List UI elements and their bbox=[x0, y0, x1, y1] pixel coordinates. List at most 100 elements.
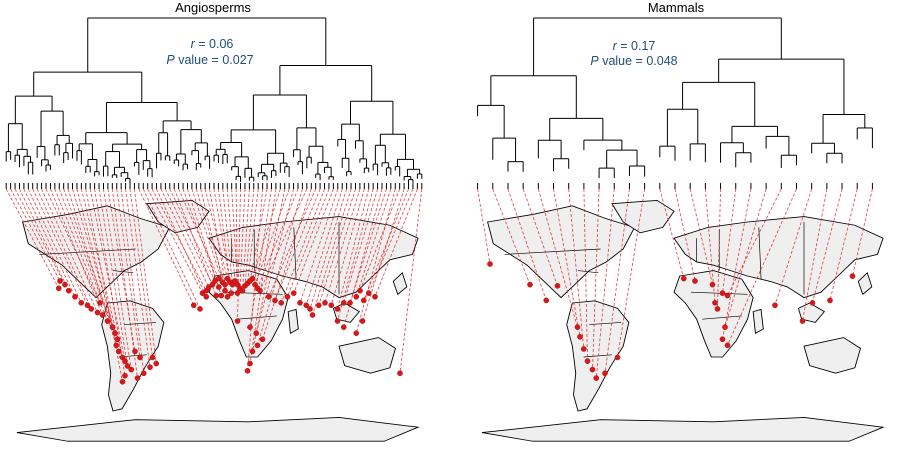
tip-link bbox=[262, 188, 312, 340]
sample-site bbox=[334, 306, 341, 312]
tip-link bbox=[343, 188, 383, 328]
tip-link bbox=[138, 188, 195, 306]
sample-site bbox=[222, 287, 228, 294]
tip-link bbox=[553, 188, 581, 337]
tip-link bbox=[182, 188, 220, 288]
sample-site bbox=[353, 330, 360, 336]
tip-link bbox=[337, 188, 374, 322]
sample-site bbox=[99, 312, 106, 318]
sample-site bbox=[112, 330, 118, 336]
p-value: value = 0.048 bbox=[602, 54, 677, 68]
sample-site bbox=[543, 297, 550, 304]
sample-site bbox=[724, 292, 731, 299]
sample-site bbox=[554, 283, 561, 289]
angiosperms-phylogeny bbox=[5, 17, 423, 189]
tip-link bbox=[287, 188, 330, 297]
sample-site bbox=[602, 370, 608, 377]
tip-link bbox=[293, 188, 334, 294]
tip-link bbox=[27, 188, 82, 304]
sample-site bbox=[253, 330, 260, 336]
tip-link bbox=[191, 188, 223, 283]
sample-site bbox=[239, 287, 246, 294]
tip-link bbox=[160, 188, 210, 288]
sample-site bbox=[140, 370, 147, 377]
sample-site bbox=[197, 306, 203, 312]
sample-site bbox=[309, 312, 316, 318]
sample-site bbox=[55, 285, 62, 292]
tip-link bbox=[169, 188, 216, 282]
sample-site bbox=[190, 302, 197, 309]
sample-site bbox=[278, 300, 285, 306]
tip-link bbox=[362, 188, 405, 322]
angiosperms-p-stat: P value = 0.027 bbox=[166, 53, 253, 67]
tip-link bbox=[14, 188, 66, 285]
r-value: = 0.06 bbox=[198, 37, 233, 51]
sample-site bbox=[215, 275, 222, 282]
tip-link bbox=[85, 188, 123, 382]
sample-site bbox=[88, 306, 95, 312]
sample-site bbox=[247, 360, 253, 367]
sample-site bbox=[827, 297, 833, 304]
tip-link bbox=[54, 188, 108, 322]
mammals-world-map bbox=[481, 199, 884, 442]
tip-link bbox=[222, 188, 233, 285]
tip-link bbox=[617, 188, 646, 358]
sample-site bbox=[62, 281, 68, 288]
sample-site bbox=[203, 293, 210, 300]
tip-link bbox=[120, 188, 145, 374]
sample-site bbox=[115, 348, 122, 355]
tip-link bbox=[592, 188, 600, 370]
sample-site bbox=[149, 354, 156, 361]
sample-site bbox=[265, 293, 272, 300]
mammals-title: Mammals bbox=[648, 0, 705, 15]
sample-site bbox=[719, 336, 726, 343]
sample-site bbox=[122, 358, 128, 364]
tip-link bbox=[226, 188, 236, 282]
sample-site bbox=[772, 302, 778, 309]
mammals-p-stat: P value = 0.048 bbox=[590, 54, 677, 68]
tip-link bbox=[129, 188, 153, 358]
tip-link bbox=[568, 188, 585, 349]
angiosperms-world-map bbox=[16, 199, 419, 442]
sample-site bbox=[322, 300, 328, 306]
tip-link bbox=[363, 188, 409, 301]
sample-site bbox=[372, 293, 378, 300]
tip-link bbox=[595, 188, 615, 379]
mammals-r-stat: r = 0.17 bbox=[613, 39, 656, 53]
tip-link bbox=[89, 188, 126, 362]
tip-link bbox=[689, 188, 713, 285]
tip-link bbox=[477, 188, 491, 265]
sample-site bbox=[589, 366, 596, 373]
sample-site bbox=[593, 375, 600, 381]
tip-link bbox=[10, 188, 61, 282]
sample-site bbox=[234, 318, 241, 324]
tip-link bbox=[41, 188, 98, 313]
tip-link bbox=[252, 188, 281, 279]
sample-site bbox=[109, 324, 116, 330]
tip-link bbox=[722, 188, 752, 340]
sample-site bbox=[215, 284, 222, 290]
angiosperms-r-stat: r = 0.06 bbox=[191, 37, 234, 51]
tip-link bbox=[492, 188, 531, 285]
tip-link bbox=[280, 188, 325, 303]
tip-link bbox=[674, 188, 696, 282]
sample-site bbox=[132, 348, 138, 355]
sample-site bbox=[254, 342, 261, 349]
sample-site bbox=[122, 372, 128, 379]
sample-site bbox=[724, 342, 731, 349]
sample-site bbox=[487, 261, 493, 267]
tip-link bbox=[359, 188, 401, 291]
tip-link bbox=[19, 188, 70, 291]
sample-site bbox=[84, 302, 91, 309]
tip-link bbox=[213, 188, 231, 283]
sample-site bbox=[124, 363, 131, 369]
sample-site bbox=[307, 306, 313, 312]
sample-site bbox=[57, 278, 63, 284]
tip-link bbox=[722, 188, 737, 294]
sample-site bbox=[680, 275, 687, 282]
r-symbol: r bbox=[191, 37, 196, 51]
tip-link bbox=[724, 188, 767, 328]
tip-link bbox=[305, 188, 343, 306]
sample-site bbox=[72, 293, 78, 300]
tip-link bbox=[337, 188, 370, 310]
